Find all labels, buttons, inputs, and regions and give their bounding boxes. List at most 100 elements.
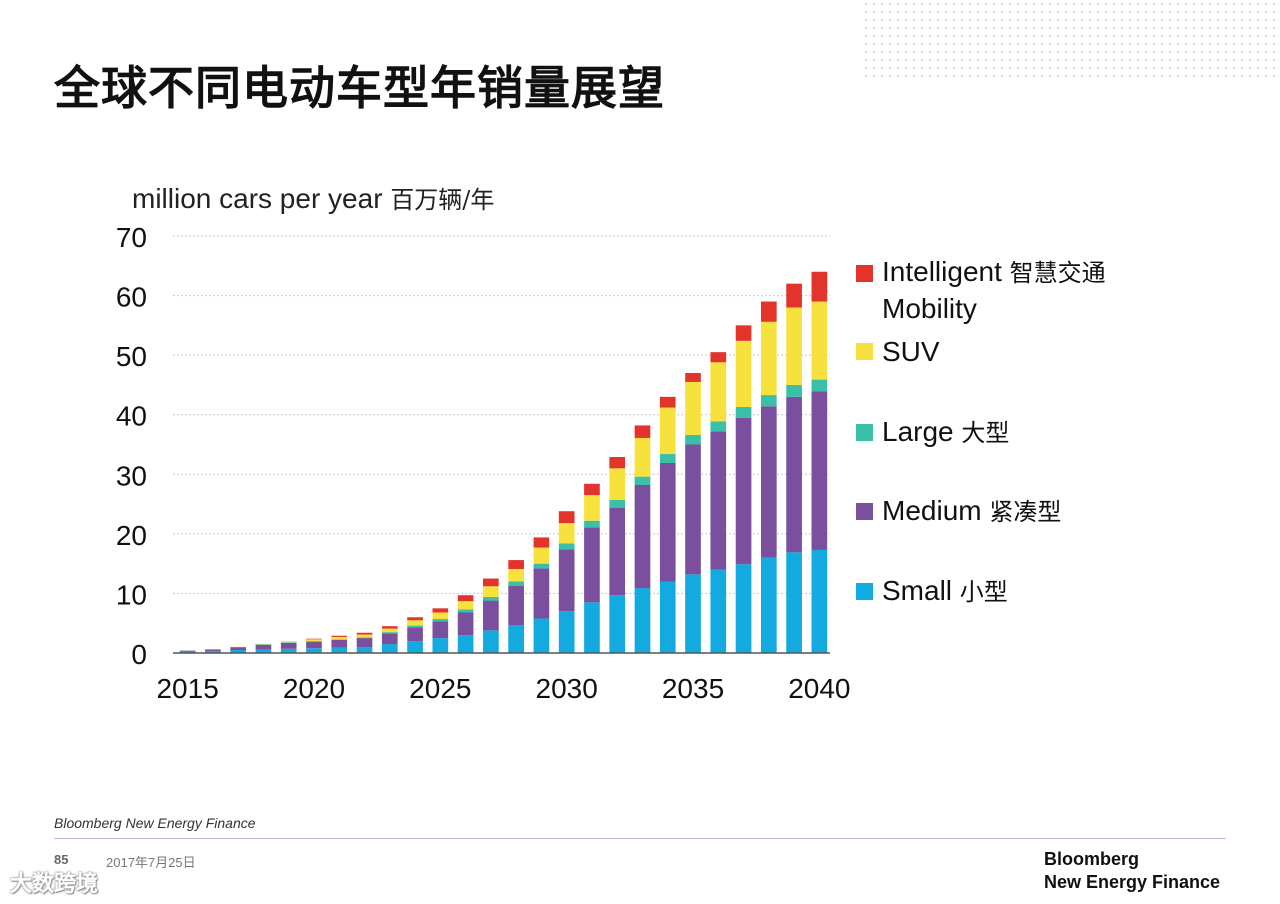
bar-segment-large	[457, 609, 474, 613]
bar-segment-small	[331, 647, 348, 653]
bar-segment-medium	[735, 417, 752, 565]
bar-segment-suv	[710, 362, 727, 422]
bar-segment-medium	[533, 568, 550, 619]
bar-segment-suv	[685, 381, 701, 435]
bar-segment-suv	[811, 301, 828, 380]
bar-segment-large	[685, 434, 701, 445]
bar-segment-large	[356, 637, 373, 639]
legend-text-cn: 小型	[959, 578, 1008, 606]
bar-segment-large	[508, 581, 524, 586]
bar-segment-intelligent-mobility	[685, 373, 701, 382]
legend-text-cn: 紧凑型	[989, 498, 1062, 526]
bar-segment-intelligent-mobility	[533, 537, 550, 548]
bar-segment-medium	[634, 485, 651, 589]
bar-segment-small	[634, 588, 651, 653]
bar-segment-large	[659, 454, 676, 463]
bar-segment-small	[760, 557, 777, 653]
bar-segment-medium	[407, 627, 423, 642]
bar-segment-small	[457, 635, 474, 653]
bar-segment-intelligent-mobility	[432, 608, 449, 613]
decorative-dot-pattern	[862, 0, 1280, 80]
y-tick-label: 30	[116, 460, 147, 491]
bar-segment-large	[306, 641, 322, 642]
bar-segment-medium	[558, 549, 575, 612]
bar-segment-small	[230, 650, 247, 653]
footer-divider	[54, 838, 1226, 839]
unit-label-en: million cars per year	[132, 183, 383, 214]
bar-segment-medium	[205, 649, 221, 652]
bar-segment-intelligent-mobility	[609, 457, 626, 469]
bar-segment-large	[280, 642, 297, 643]
bar-segment-large	[432, 619, 449, 622]
bar-segment-intelligent-mobility	[659, 396, 676, 408]
bar-segment-small	[609, 595, 626, 653]
bar-segment-medium	[659, 462, 676, 582]
bar-segment-small	[659, 581, 676, 653]
bar-segment-suv	[255, 643, 272, 645]
bar-segment-suv	[331, 636, 348, 640]
bar-segment-small	[356, 647, 373, 653]
bar-segment-intelligent-mobility	[381, 626, 398, 629]
legend-text-cn: 大型	[961, 419, 1010, 447]
legend-label-suv: SUV	[882, 334, 940, 369]
brand-line-1: Bloomberg	[1044, 849, 1140, 869]
watermark: 大数跨境	[10, 872, 99, 897]
bar-segment-suv	[634, 437, 651, 477]
bar-segment-medium	[609, 507, 626, 596]
bar-segment-small	[205, 651, 221, 653]
bar-segment-small	[306, 648, 322, 653]
bar-segment-large	[331, 639, 348, 640]
bar-segment-small	[432, 638, 449, 653]
legend-swatch-small	[856, 583, 873, 600]
y-axis-unit-label: million cars per year 百万辆/年	[132, 180, 494, 215]
bar-segment-intelligent-mobility	[558, 511, 575, 524]
bar-segment-suv	[735, 340, 752, 407]
x-tick-label: 2030	[536, 673, 598, 704]
brand-line-2: New Energy Finance	[1044, 872, 1221, 892]
bar-segment-large	[634, 476, 651, 486]
y-tick-label: 40	[116, 401, 147, 432]
bar-segment-suv	[356, 634, 373, 638]
bar-segment-medium	[685, 444, 701, 575]
x-tick-label: 2040	[788, 673, 850, 704]
page-title: 全球不同电动车型年销量展望	[54, 61, 665, 115]
bar-segment-large	[710, 421, 727, 432]
bar-segment-medium	[710, 431, 727, 570]
bar-segment-small	[483, 630, 499, 653]
bar-segment-suv	[306, 639, 322, 642]
bar-segment-intelligent-mobility	[710, 352, 727, 363]
legend-text-en: Large	[882, 416, 954, 447]
x-tick-label: 2020	[283, 673, 345, 704]
legend-label-intelligent-mobility: Intelligent 智慧交通 Mobility	[882, 254, 1106, 326]
x-tick-label: 2015	[156, 673, 218, 704]
bar-segment-suv	[381, 628, 398, 633]
bar-segment-medium	[356, 638, 373, 648]
legend-text-en: Intelligent	[882, 256, 1002, 287]
bar-segment-small	[381, 644, 398, 653]
source-note: Bloomberg New Energy Finance	[54, 815, 256, 831]
bar-segment-intelligent-mobility	[407, 617, 423, 621]
bar-segment-suv	[483, 586, 499, 598]
legend-label-medium: Medium 紧凑型	[882, 493, 1061, 530]
bar-segment-small	[786, 552, 802, 653]
legend-swatch-suv	[856, 343, 873, 360]
y-tick-label: 20	[116, 520, 147, 551]
bar-segment-small	[685, 574, 701, 653]
bar-segment-small	[255, 649, 272, 653]
bar-segment-intelligent-mobility	[356, 632, 373, 635]
bar-segment-intelligent-mobility	[306, 638, 322, 640]
bar-segment-medium	[179, 650, 196, 652]
legend-swatch-medium	[856, 503, 873, 520]
bar-segment-medium	[331, 639, 348, 648]
bar-segment-suv	[558, 523, 575, 544]
bar-segment-suv	[280, 641, 297, 643]
bar-segment-large	[255, 644, 272, 645]
legend-text-en: SUV	[882, 336, 940, 367]
y-tick-label: 50	[116, 341, 147, 372]
footer-date: 2017年7月25日	[106, 855, 196, 870]
unit-label-cn: 百万辆/年	[390, 186, 495, 214]
bar-segment-suv	[609, 468, 626, 500]
bar-segment-small	[710, 569, 727, 653]
bar-segment-suv	[760, 321, 777, 396]
bar-segment-medium	[306, 641, 322, 649]
